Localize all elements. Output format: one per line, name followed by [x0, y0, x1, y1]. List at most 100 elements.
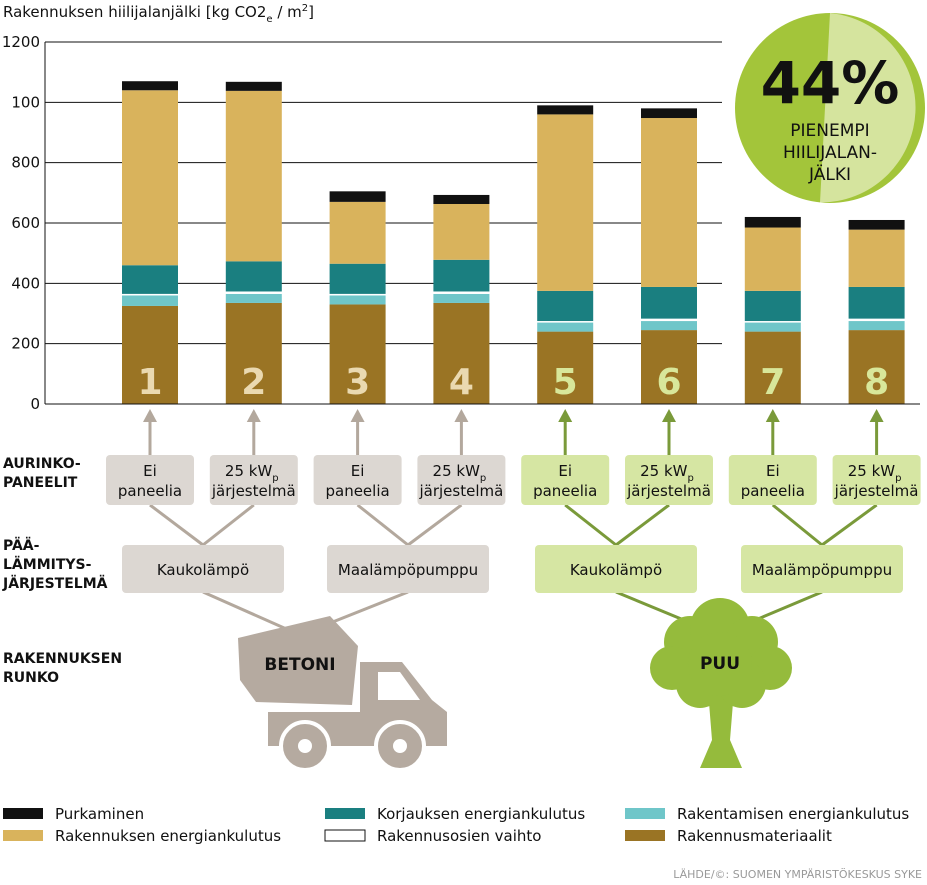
- bar-segment: [433, 203, 490, 260]
- heating-text: Kaukolämpö: [157, 561, 249, 579]
- truck-hub: [393, 739, 407, 753]
- panel-text: Ei: [766, 462, 780, 480]
- bar-segment: [225, 90, 282, 262]
- bar-number: 1: [137, 362, 162, 403]
- bar-segment: [744, 321, 801, 323]
- bar-segment: [537, 321, 594, 323]
- legend-swatch: [625, 830, 665, 841]
- connector: [202, 503, 255, 547]
- row-label: PÄÄ-: [3, 537, 40, 554]
- bar-segment: [848, 286, 905, 319]
- panel-text: 25 kW: [433, 462, 481, 480]
- bar-number: 2: [241, 362, 266, 403]
- legend-swatch: [625, 808, 665, 819]
- bar-segment: [744, 331, 801, 404]
- legend-label: Korjauksen energiankulutus: [377, 805, 585, 823]
- panel-text: 25 kWp: [225, 462, 279, 484]
- bar-segment: [641, 286, 697, 319]
- bar-segment: [122, 295, 178, 306]
- arrow-head: [454, 409, 469, 422]
- connector: [407, 503, 463, 547]
- bar-segment: [225, 261, 282, 292]
- badge-text: PIENEMPI: [790, 121, 869, 141]
- bar-segment: [744, 216, 801, 228]
- bar-segment: [329, 201, 386, 264]
- heating-box: [741, 545, 903, 593]
- panel-text: paneelia: [118, 482, 182, 500]
- panel-text: järjestelmä: [626, 482, 711, 500]
- panel-text: paneelia: [533, 482, 597, 500]
- bar-segment: [225, 81, 282, 91]
- legend-swatch: [3, 830, 43, 841]
- bar-segment: [537, 290, 594, 322]
- heating-box: [327, 545, 489, 593]
- title-text: Rakennuksen hiilijalanjälki [kg CO2: [3, 3, 266, 21]
- panel-text: Ei: [143, 462, 157, 480]
- connector: [149, 503, 204, 547]
- row-label: RAKENNUKSEN: [3, 651, 122, 667]
- panel-box: [209, 455, 298, 505]
- bar-segment: [848, 330, 905, 404]
- bar-segment: [329, 191, 386, 202]
- arrow-head: [765, 409, 780, 422]
- bar-segment: [537, 322, 594, 332]
- bar-segment: [537, 331, 594, 404]
- panel-box: [313, 455, 402, 505]
- row-label: AURINKO-: [3, 456, 81, 472]
- bar-segment: [122, 293, 178, 296]
- row-label: PANEELIT: [3, 475, 78, 491]
- title-sub: e: [266, 14, 272, 25]
- arrow-head: [350, 409, 365, 422]
- connector: [615, 503, 670, 547]
- bar-segment: [122, 81, 178, 91]
- y-tick-label: 400: [11, 274, 40, 292]
- bar-segment: [329, 304, 386, 404]
- legend-swatch: [325, 808, 365, 819]
- bar-segment: [848, 229, 905, 287]
- bar-segment: [122, 90, 178, 266]
- bar-segment: [433, 194, 490, 204]
- bar-segment: [537, 114, 594, 291]
- panel-text: paneelia: [325, 482, 389, 500]
- truck-window: [378, 672, 420, 700]
- panel-text: 25 kW: [848, 462, 896, 480]
- legend-swatch: [3, 808, 43, 819]
- heating-text: Maalämpöpumppu: [752, 561, 892, 579]
- heating-text: Maalämpöpumppu: [338, 561, 478, 579]
- bar-segment: [122, 305, 178, 404]
- panel-sub: p: [480, 473, 486, 484]
- row-label: JÄRJESTELMÄ: [2, 575, 108, 592]
- row-label: RUNKO: [3, 670, 59, 686]
- panel-text: Ei: [351, 462, 365, 480]
- tree-crown: [688, 632, 752, 696]
- heating-box: [122, 545, 284, 593]
- y-tick-label: 100: [11, 93, 40, 111]
- y-tick-label: 200: [11, 335, 40, 353]
- badge-text: JÄLKI: [808, 164, 851, 185]
- arrow-head: [869, 409, 884, 422]
- tree-trunk: [700, 690, 742, 768]
- bar-segment: [225, 291, 282, 294]
- truck-hub: [298, 739, 312, 753]
- panel-box: [728, 455, 817, 505]
- panel-text: järjestelmä: [211, 482, 296, 500]
- panel-sub: p: [272, 473, 278, 484]
- arrow-head: [558, 409, 573, 422]
- connector: [771, 503, 823, 547]
- arrow-head: [662, 409, 676, 422]
- bar-number: 4: [449, 362, 474, 403]
- bar-segment: [641, 118, 697, 287]
- source: LÄHDE/©: SUOMEN YMPÄRISTÖKESKUS SYKE: [673, 868, 922, 881]
- bar-segment: [641, 108, 697, 119]
- title-sup: 2: [302, 3, 308, 14]
- panel-sub: p: [895, 473, 901, 484]
- arrow-head: [143, 409, 157, 422]
- bar-segment: [744, 322, 801, 332]
- bar-segment: [225, 293, 282, 303]
- y-tick-label: 0: [30, 395, 40, 413]
- bar-segment: [433, 291, 490, 294]
- bar-segment: [848, 219, 905, 230]
- panel-box: [625, 455, 713, 505]
- badge-text: HIILIJALAN-: [783, 143, 877, 163]
- connector: [564, 503, 617, 547]
